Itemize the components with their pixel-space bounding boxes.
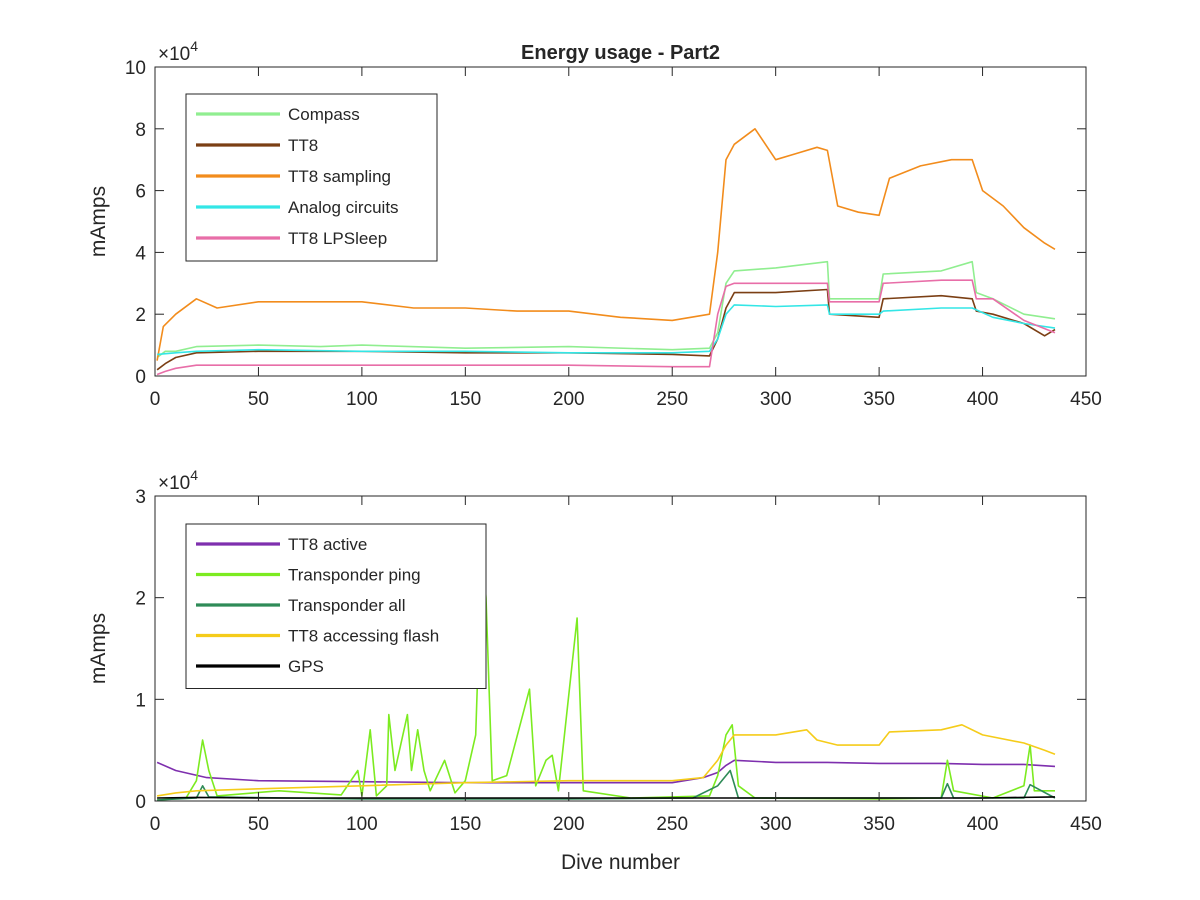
x-tick-label: 350	[863, 389, 895, 410]
legend-entry-label: GPS	[288, 657, 324, 676]
y-axis-label: mAmps	[87, 613, 110, 684]
top-axes: 0 50 100 150 200 250 300 350 400 450 0 2 4 6 8 10 ×104 En…	[87, 38, 1102, 410]
x-axis-label: Dive number	[561, 851, 680, 874]
legend-entry-label: Transponder all	[288, 596, 406, 615]
legend-entry-label: TT8 sampling	[288, 167, 391, 186]
axes-box	[154, 66, 1087, 377]
axes-box	[154, 495, 1087, 802]
series-line-tt8	[156, 288, 1056, 371]
x-tick-label: 50	[248, 389, 269, 410]
x-tick-label: 400	[967, 814, 999, 835]
legend-entry-label: TT8 LPSleep	[288, 229, 387, 248]
x-tick-label: 50	[248, 814, 269, 835]
x-tick-label: 450	[1070, 389, 1102, 410]
x-tick-label: 250	[656, 814, 688, 835]
series-line-tt8-lpsleep	[156, 279, 1056, 376]
legend: Compass TT8 TT8 sampling Analog circuits TT8…	[185, 93, 438, 262]
y-tick-label: 1	[135, 690, 146, 711]
x-tick-label: 150	[449, 814, 481, 835]
y-tick-label: 8	[135, 120, 146, 141]
chart-title: Energy usage - Part2	[521, 42, 720, 64]
series-line-tt8-accessing-flash	[156, 724, 1056, 797]
x-tick-label: 0	[150, 814, 161, 835]
x-tick-label: 400	[967, 389, 999, 410]
y-exponent-label: ×104	[158, 38, 198, 65]
y-tick-label: 10	[125, 58, 146, 79]
y-axis-label: mAmps	[87, 186, 110, 257]
y-tick-label: 0	[135, 792, 146, 813]
series-lines	[156, 128, 1056, 376]
legend: TT8 active Transponder ping Transponder al…	[185, 523, 487, 689]
x-tick-label: 100	[346, 814, 378, 835]
x-tick-label: 200	[553, 389, 585, 410]
x-tick-label: 350	[863, 814, 895, 835]
bottom-axes: 0 50 100 150 200 250 300 350 400 450 0 1 2 3 ×104 Dive …	[87, 467, 1102, 874]
y-tick-label: 2	[135, 589, 146, 610]
series-line-analog-circuits	[157, 304, 1056, 356]
y-tick-label: 6	[135, 182, 146, 203]
series-line-tt8-sampling	[156, 128, 1056, 361]
x-tick-label: 200	[553, 814, 585, 835]
x-tick-label: 0	[150, 389, 161, 410]
y-tick-label: 4	[135, 243, 146, 264]
x-tick-label: 300	[760, 389, 792, 410]
legend-entry-label: Transponder ping	[288, 566, 421, 585]
legend-entry-label: TT8	[288, 136, 318, 155]
y-tick-label: 3	[135, 487, 146, 508]
legend-entry-label: TT8 accessing flash	[288, 627, 439, 646]
legend-entry-label: Compass	[288, 105, 360, 124]
x-tick-label: 250	[656, 389, 688, 410]
x-tick-label: 150	[449, 389, 481, 410]
x-tick-label: 100	[346, 389, 378, 410]
x-tick-label: 300	[760, 814, 792, 835]
y-exponent-label: ×104	[158, 467, 198, 494]
x-tick-label: 450	[1070, 814, 1102, 835]
legend-entry-label: Analog circuits	[288, 198, 399, 217]
series-line-compass	[156, 260, 1056, 359]
y-tick-label: 2	[135, 305, 146, 326]
legend-entry-label: TT8 active	[288, 535, 367, 554]
y-tick-label: 0	[135, 367, 146, 388]
